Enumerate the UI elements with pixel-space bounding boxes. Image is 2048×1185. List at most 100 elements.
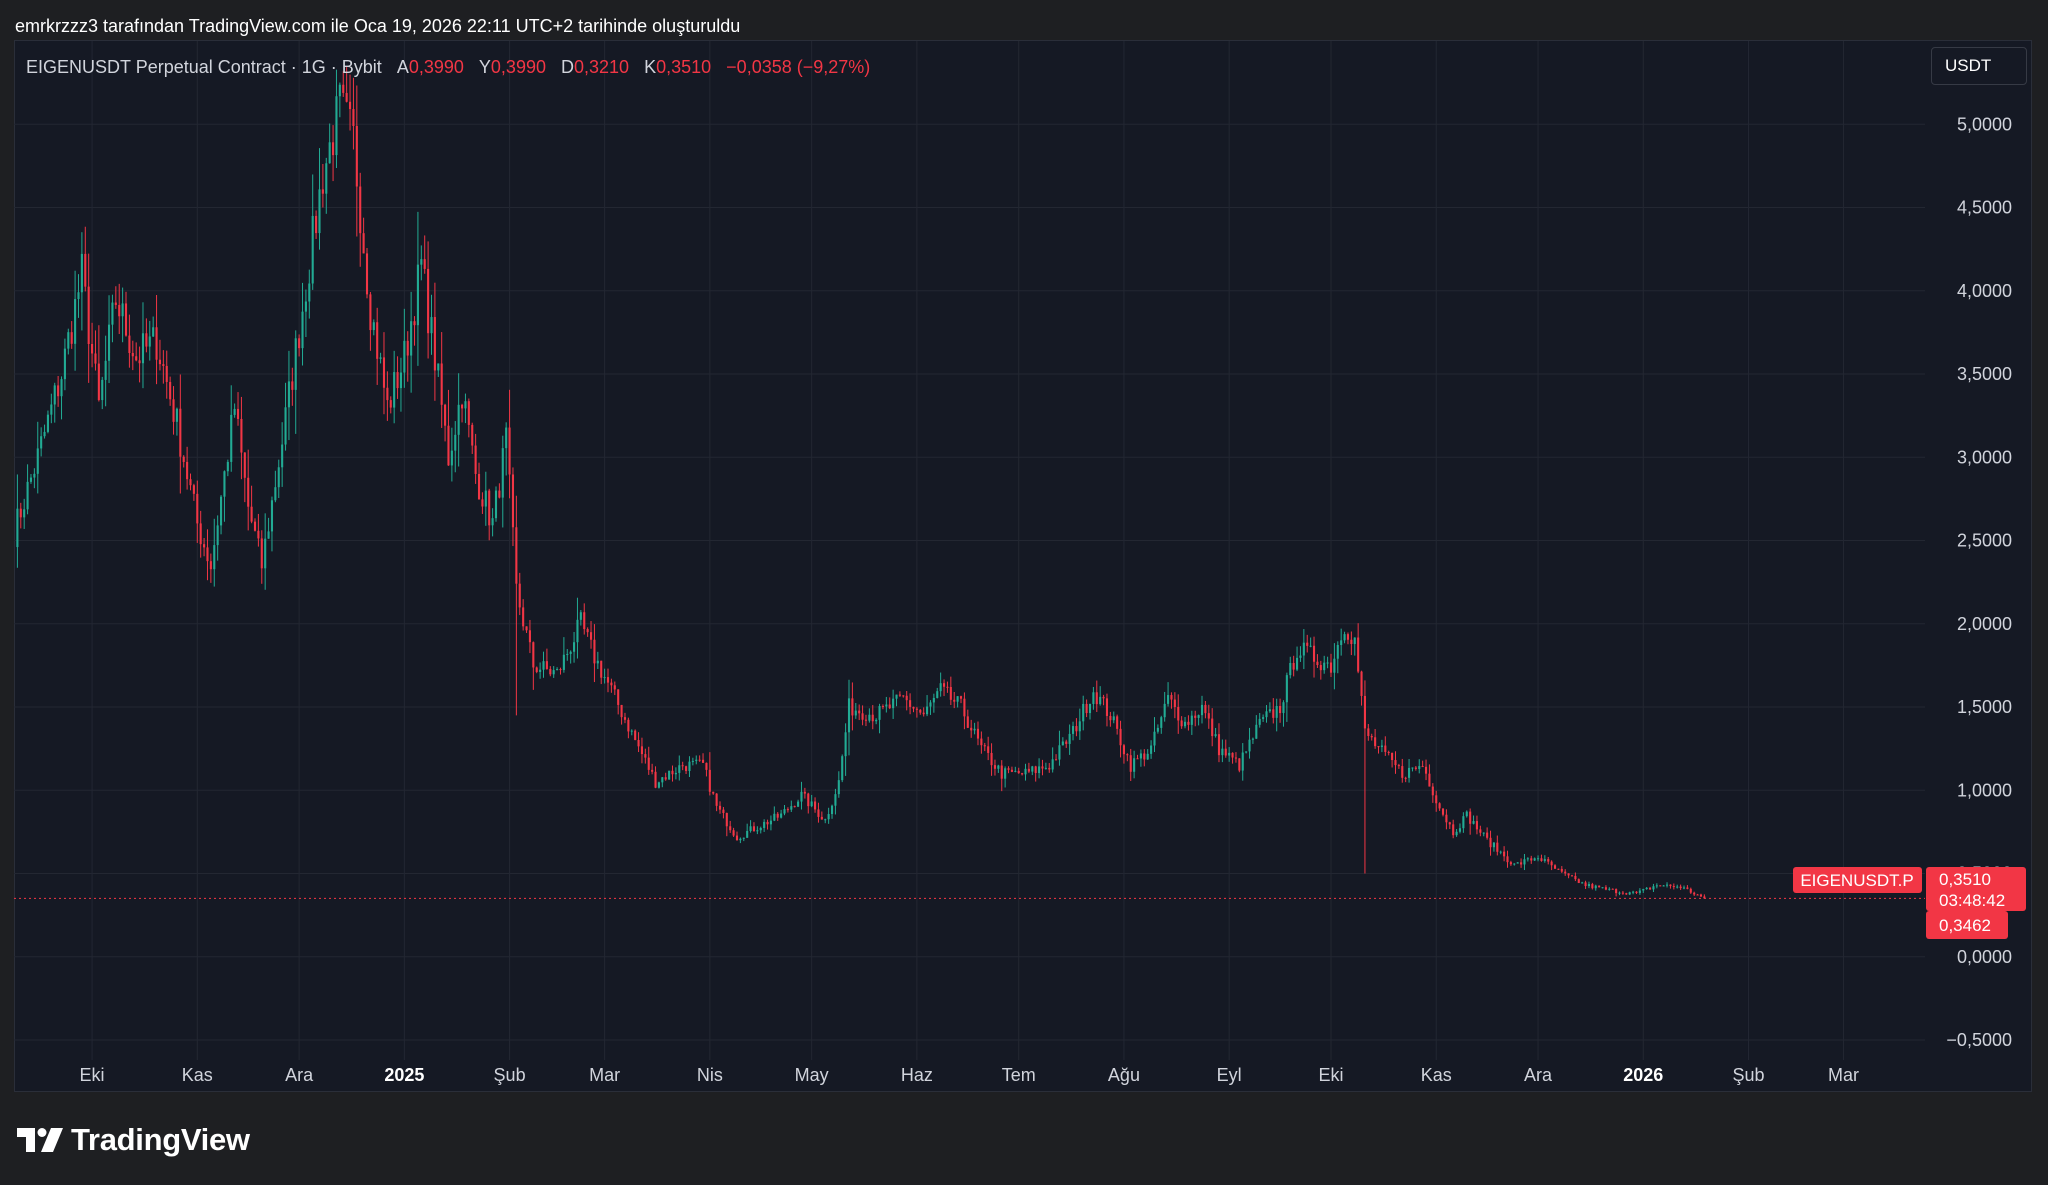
candle-up bbox=[107, 324, 111, 361]
candle-up bbox=[790, 806, 793, 810]
candle-up bbox=[566, 653, 569, 655]
candle-up bbox=[539, 669, 542, 672]
x-tick-label: Ağu bbox=[1108, 1065, 1140, 1085]
candle-down bbox=[559, 669, 562, 671]
candle-down bbox=[725, 813, 728, 827]
candle-up bbox=[695, 759, 698, 761]
candle-down bbox=[993, 765, 997, 769]
candle-up bbox=[973, 728, 976, 731]
candle-down bbox=[766, 821, 769, 825]
candle-down bbox=[1109, 715, 1112, 721]
open-label: A bbox=[396, 57, 409, 77]
candle-up bbox=[304, 301, 307, 312]
candle-up bbox=[230, 414, 233, 462]
candle-down bbox=[1007, 768, 1010, 770]
candle-down bbox=[807, 793, 810, 807]
candle-down bbox=[209, 561, 212, 570]
candle-down bbox=[1384, 745, 1387, 752]
footer bbox=[0, 1092, 2048, 1185]
candle-up bbox=[1051, 759, 1054, 770]
candle-down bbox=[1346, 634, 1350, 640]
candle-up bbox=[892, 698, 895, 709]
candle-down bbox=[1659, 885, 1662, 887]
candle-up bbox=[399, 372, 403, 389]
candle-down bbox=[94, 353, 97, 364]
candle-down bbox=[623, 717, 627, 720]
candle-up bbox=[1655, 885, 1658, 887]
candle-up bbox=[688, 761, 691, 771]
candle-down bbox=[1374, 737, 1377, 747]
candle-down bbox=[1401, 766, 1404, 778]
candle-down bbox=[963, 698, 966, 717]
candle-down bbox=[192, 485, 195, 494]
candle-up bbox=[1262, 717, 1265, 719]
candle-down bbox=[1679, 886, 1682, 889]
candle-up bbox=[739, 838, 742, 841]
candle-down bbox=[1129, 755, 1132, 772]
candle-down bbox=[1211, 718, 1214, 737]
candle-up bbox=[1265, 711, 1268, 718]
candle-up bbox=[457, 404, 460, 435]
candle-down bbox=[664, 777, 667, 780]
candle-down bbox=[1363, 695, 1366, 729]
candle-up bbox=[1526, 858, 1529, 860]
candle-down bbox=[1272, 709, 1275, 718]
candle-up bbox=[1299, 655, 1302, 658]
candle-down bbox=[128, 335, 131, 353]
candle-up bbox=[576, 619, 579, 643]
candle-up bbox=[284, 407, 287, 445]
candle-down bbox=[433, 317, 436, 371]
candle-down bbox=[922, 712, 925, 715]
candle-down bbox=[1360, 671, 1363, 696]
close-value: 0,3510 bbox=[656, 57, 712, 77]
candle-up bbox=[301, 311, 304, 349]
candle-down bbox=[515, 527, 518, 584]
candle-down bbox=[1693, 892, 1696, 895]
candle-down bbox=[1119, 728, 1122, 746]
x-tick-label: Eki bbox=[80, 1065, 105, 1085]
symbol-description[interactable]: EIGENUSDT Perpetual Contract · 1G · Bybi… bbox=[26, 57, 382, 77]
candle-down bbox=[1105, 698, 1109, 716]
candle-down bbox=[980, 738, 983, 746]
candle-up bbox=[885, 704, 888, 707]
y-tick-label: 0,0000 bbox=[1957, 947, 2012, 967]
candle-up bbox=[175, 408, 178, 422]
candle-down bbox=[1414, 767, 1417, 769]
candle-up bbox=[1024, 768, 1027, 775]
candle-up bbox=[454, 434, 457, 451]
candle-down bbox=[427, 268, 430, 334]
candle-down bbox=[942, 683, 946, 687]
candle-up bbox=[1523, 859, 1526, 865]
candle-down bbox=[332, 142, 335, 156]
candle-down bbox=[1672, 886, 1675, 888]
candle-up bbox=[997, 765, 1000, 769]
candle-down bbox=[1404, 777, 1407, 779]
candle-up bbox=[657, 782, 660, 788]
candle-up bbox=[956, 696, 959, 702]
candle-up bbox=[50, 404, 53, 415]
candle-up bbox=[277, 467, 280, 488]
candle-down bbox=[1669, 884, 1672, 887]
x-tick-label: Kas bbox=[182, 1065, 213, 1085]
candle-up bbox=[220, 496, 223, 526]
candle-up bbox=[1282, 702, 1285, 714]
candle-down bbox=[467, 401, 470, 425]
candle-down bbox=[118, 304, 121, 317]
chart-panel[interactable] bbox=[14, 40, 2032, 1092]
tradingview-logo[interactable]: TradingView bbox=[17, 1122, 250, 1158]
candle-down bbox=[535, 667, 538, 672]
candle-down bbox=[871, 714, 874, 722]
candle-up bbox=[1608, 888, 1611, 890]
candle-up bbox=[1245, 751, 1248, 753]
candle-down bbox=[1238, 758, 1241, 771]
ohlc-legend[interactable]: EIGENUSDT Perpetual Contract · 1G · Bybi… bbox=[26, 57, 870, 78]
price-axis[interactable]: 5,0000 4,5000 4,0000 3,5000 3,0000 2,5000 2,00… bbox=[1946, 114, 2012, 1050]
candle-down bbox=[511, 474, 515, 528]
time-axis[interactable]: Eki Kas Ara 2025 Şub Mar Nis May Haz Tem Ağu Eyl Eki… bbox=[80, 1065, 1859, 1085]
candle-down bbox=[1204, 704, 1207, 714]
candle-down bbox=[498, 490, 501, 498]
candle-down bbox=[715, 793, 718, 806]
currency-button[interactable]: USDT bbox=[1931, 47, 2027, 85]
candle-down bbox=[634, 730, 637, 740]
